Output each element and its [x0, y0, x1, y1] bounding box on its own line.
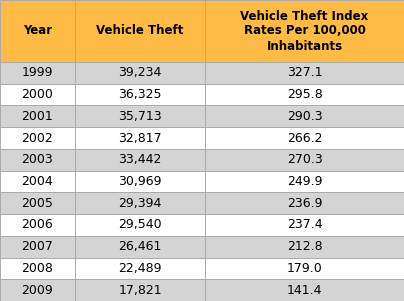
Text: 141.4: 141.4: [287, 284, 322, 297]
Text: 22,489: 22,489: [118, 262, 162, 275]
Text: Vehicle Theft: Vehicle Theft: [96, 24, 184, 38]
Bar: [205, 171, 404, 192]
Text: 290.3: 290.3: [287, 110, 322, 123]
Text: 2003: 2003: [22, 153, 53, 166]
Text: 266.2: 266.2: [287, 132, 322, 144]
Bar: [0, 105, 75, 127]
Bar: [205, 258, 404, 279]
Bar: [75, 214, 205, 236]
Text: 270.3: 270.3: [286, 153, 322, 166]
Text: 236.9: 236.9: [287, 197, 322, 210]
Text: 179.0: 179.0: [286, 262, 322, 275]
Text: Vehicle Theft Index
Rates Per 100,000
Inhabitants: Vehicle Theft Index Rates Per 100,000 In…: [240, 10, 368, 52]
Bar: [75, 62, 205, 84]
Text: 327.1: 327.1: [287, 66, 322, 79]
Bar: [75, 279, 205, 301]
Text: 29,394: 29,394: [118, 197, 162, 210]
Text: 33,442: 33,442: [118, 153, 162, 166]
Text: 2005: 2005: [21, 197, 53, 210]
Text: 237.4: 237.4: [287, 219, 322, 231]
Bar: [0, 171, 75, 192]
Bar: [0, 0, 75, 62]
Bar: [0, 258, 75, 279]
Bar: [205, 84, 404, 105]
Bar: [0, 279, 75, 301]
Text: 2000: 2000: [21, 88, 53, 101]
Text: 1999: 1999: [22, 66, 53, 79]
Bar: [75, 149, 205, 171]
Bar: [75, 258, 205, 279]
Text: 17,821: 17,821: [118, 284, 162, 297]
Text: 32,817: 32,817: [118, 132, 162, 144]
Text: 39,234: 39,234: [118, 66, 162, 79]
Text: 2001: 2001: [22, 110, 53, 123]
Bar: [75, 192, 205, 214]
Bar: [0, 127, 75, 149]
Bar: [205, 149, 404, 171]
Bar: [205, 214, 404, 236]
Text: 2007: 2007: [21, 240, 53, 253]
Bar: [75, 236, 205, 258]
Text: 295.8: 295.8: [286, 88, 322, 101]
Text: 30,969: 30,969: [118, 175, 162, 188]
Bar: [75, 105, 205, 127]
Bar: [205, 279, 404, 301]
Bar: [0, 149, 75, 171]
Text: 2006: 2006: [22, 219, 53, 231]
Bar: [75, 84, 205, 105]
Bar: [205, 236, 404, 258]
Text: 36,325: 36,325: [118, 88, 162, 101]
Bar: [0, 192, 75, 214]
Text: 2008: 2008: [21, 262, 53, 275]
Bar: [0, 84, 75, 105]
Text: 2009: 2009: [22, 284, 53, 297]
Text: 35,713: 35,713: [118, 110, 162, 123]
Bar: [205, 127, 404, 149]
Bar: [205, 105, 404, 127]
Bar: [0, 236, 75, 258]
Text: 2002: 2002: [22, 132, 53, 144]
Bar: [0, 62, 75, 84]
Bar: [75, 0, 205, 62]
Text: 29,540: 29,540: [118, 219, 162, 231]
Text: 2004: 2004: [22, 175, 53, 188]
Text: 26,461: 26,461: [118, 240, 162, 253]
Bar: [205, 192, 404, 214]
Bar: [205, 0, 404, 62]
Bar: [75, 127, 205, 149]
Text: 249.9: 249.9: [287, 175, 322, 188]
Bar: [75, 171, 205, 192]
Bar: [0, 214, 75, 236]
Text: 212.8: 212.8: [287, 240, 322, 253]
Text: Year: Year: [23, 24, 52, 38]
Bar: [205, 62, 404, 84]
